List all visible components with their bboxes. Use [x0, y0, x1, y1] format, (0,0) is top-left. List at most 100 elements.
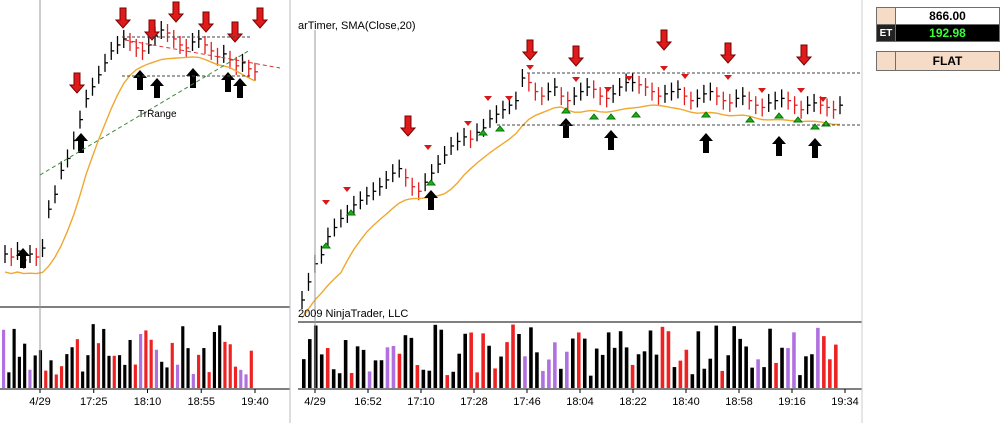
- buy-signal-icon: [477, 129, 489, 136]
- sell-arrow-icon: [567, 45, 585, 67]
- right-volume-bar: [780, 347, 784, 388]
- right-volume-bar: [349, 373, 354, 388]
- sell-signal-icon: [526, 65, 534, 70]
- right-volume-bar: [816, 327, 820, 388]
- right-tick-label: 18:58: [725, 396, 753, 408]
- sell-arrow-icon: [521, 39, 539, 61]
- sell-arrow-icon: [655, 29, 673, 51]
- left-volume-bar: [175, 364, 180, 388]
- left-volume-bar: [75, 339, 79, 388]
- position-status[interactable]: FLAT: [895, 51, 1000, 71]
- right-volume-bar: [642, 351, 647, 388]
- left-volume-bar: [233, 366, 238, 388]
- right-tick-label: 18:04: [566, 396, 594, 408]
- buy-signal-icon: [700, 111, 712, 118]
- right-volume-bar: [600, 354, 605, 388]
- left-trendline-down: [124, 39, 281, 69]
- buy-arrow-icon: [221, 72, 235, 92]
- right-volume-bar: [804, 356, 808, 388]
- buy-signal-icon: [605, 113, 617, 120]
- left-volume-bar: [7, 372, 11, 388]
- sell-signal-icon: [343, 187, 351, 192]
- right-tick-label: 18:22: [619, 396, 647, 408]
- buy-arrow-icon: [699, 133, 713, 153]
- right-volume-bar: [499, 356, 503, 388]
- right-volume-bar: [445, 375, 450, 388]
- right-volume-bar: [702, 368, 707, 388]
- left-volume-bar: [170, 342, 174, 388]
- right-volume-bar: [391, 346, 396, 388]
- right-volume-bar: [654, 354, 659, 388]
- buy-arrow-icon: [233, 78, 247, 98]
- sell-arrow-icon: [197, 11, 215, 33]
- left-volume-bar: [249, 350, 253, 388]
- sell-signal-icon: [505, 96, 513, 101]
- left-volume-bar: [17, 356, 21, 388]
- right-volume-bar: [648, 330, 653, 388]
- left-trendline-up: [39, 49, 251, 176]
- right-volume-bars: [302, 324, 838, 388]
- sell-signal-icon: [464, 121, 472, 126]
- right-volume-bar: [343, 340, 348, 388]
- sell-signal-icon: [424, 145, 432, 150]
- sell-signal-icon: [625, 76, 633, 81]
- right-volume-bar: [750, 367, 754, 388]
- buy-arrow-icon: [772, 136, 786, 156]
- right-volume-bar: [397, 353, 402, 388]
- right-volume-bar: [433, 324, 438, 388]
- right-volume-bar: [493, 368, 497, 388]
- right-tick-label: 17:46: [513, 396, 541, 408]
- right-volume-bar: [606, 332, 611, 388]
- right-volume-bar: [571, 338, 575, 388]
- right-volume-bar: [630, 364, 635, 388]
- left-volume-bar: [44, 370, 48, 388]
- price-cell: [876, 7, 896, 25]
- right-volume-bar: [355, 346, 360, 388]
- sell-signal-icon: [758, 88, 766, 93]
- right-volume-bar: [385, 347, 390, 388]
- right-volume-bar: [714, 325, 719, 388]
- right-volume-bar: [337, 373, 342, 388]
- left-volume-bar: [54, 374, 58, 388]
- right-tick-label: 19:34: [831, 396, 859, 408]
- left-volume-bar: [128, 339, 132, 388]
- sell-signal-icon: [322, 200, 330, 205]
- pnl-label: ET: [876, 24, 896, 42]
- right-volume-bar: [457, 353, 462, 388]
- right-volume-bar: [547, 359, 551, 388]
- right-price-bars: [301, 69, 843, 319]
- left-sma-line: [4, 56, 256, 275]
- right-tick-label: 19:16: [778, 396, 806, 408]
- right-volume-bar: [720, 370, 725, 388]
- right-volume-bar: [325, 347, 330, 388]
- left-volume-bar: [96, 343, 101, 388]
- left-volume-bar: [207, 372, 211, 388]
- buy-signal-icon: [744, 116, 756, 123]
- buy-signal-icon: [345, 209, 357, 216]
- right-volume-bar: [810, 354, 814, 388]
- right-volume-bar: [588, 375, 593, 388]
- right-volume-bar: [660, 326, 665, 388]
- right-volume-bar: [696, 331, 701, 388]
- right-volume-bar: [421, 369, 426, 388]
- right-volume-bar: [618, 331, 623, 388]
- right-volume-bar: [481, 333, 485, 388]
- right-volume-bar: [511, 324, 515, 388]
- left-volume-bar: [218, 325, 222, 388]
- right-volume-bar: [535, 352, 539, 388]
- right-volume-bar: [475, 372, 479, 388]
- left-volume-bar: [186, 348, 190, 388]
- left-tick-label: 4/29: [29, 396, 50, 408]
- right-volume-bar: [792, 332, 796, 388]
- buy-signal-icon: [773, 112, 785, 119]
- buy-arrow-icon: [424, 190, 438, 210]
- left-volume-bar: [165, 367, 169, 388]
- buy-signal-icon: [588, 113, 600, 120]
- left-watermark: TrRange: [138, 109, 177, 120]
- left-volume-bar: [112, 355, 116, 388]
- right-chart-title: arTimer, SMA(Close,20): [298, 20, 416, 32]
- right-volume-bar: [439, 329, 444, 388]
- buy-arrow-icon: [808, 138, 822, 158]
